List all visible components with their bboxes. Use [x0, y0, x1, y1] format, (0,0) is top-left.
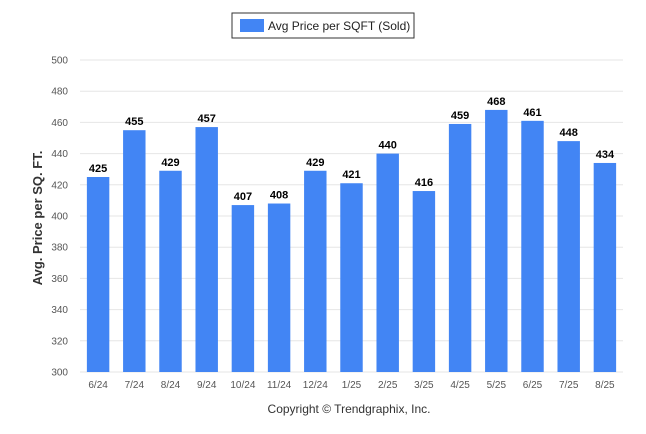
- x-tick-label: 8/25: [595, 380, 615, 391]
- x-tick-label: 9/24: [197, 380, 217, 391]
- bar-value-label: 407: [234, 191, 252, 203]
- bar: [123, 130, 146, 372]
- legend-swatch: [240, 19, 264, 32]
- bar: [231, 205, 255, 372]
- x-tick-label: 6/24: [88, 380, 108, 391]
- y-tick-label: 400: [51, 212, 68, 223]
- bar: [521, 120, 544, 372]
- x-tick-label: 2/25: [378, 380, 398, 391]
- y-tick-label: 440: [51, 149, 68, 160]
- bar: [195, 127, 218, 372]
- bar-value-label: 461: [523, 107, 541, 119]
- bar-value-label: 455: [125, 116, 143, 128]
- x-tick-label: 1/25: [342, 380, 362, 391]
- x-tick-label: 10/24: [230, 380, 255, 391]
- bar-value-label: 408: [270, 190, 288, 202]
- x-tick-label: 7/24: [125, 380, 145, 391]
- bar: [412, 191, 436, 372]
- bar-value-label: 429: [306, 157, 324, 169]
- bar-value-label: 468: [487, 96, 505, 108]
- bar: [159, 170, 182, 372]
- y-tick-label: 480: [51, 87, 68, 98]
- bar-value-label: 440: [379, 140, 397, 152]
- bar: [448, 123, 472, 373]
- y-tick-label: 320: [51, 336, 68, 347]
- data-labels: 425 455 429 457 407 408 429 421 440 416 459 468 461 4…: [89, 96, 615, 203]
- bar-value-label: 429: [161, 157, 179, 169]
- x-tick-label: 11/24: [267, 380, 292, 391]
- y-tick-label: 500: [51, 56, 68, 67]
- bars: [86, 109, 617, 373]
- bar: [304, 170, 327, 372]
- bar: [557, 141, 580, 372]
- y-axis-ticks: 300 320 340 360 380 400 420 440 460 480 500: [51, 56, 68, 379]
- bar: [376, 153, 399, 372]
- y-tick-label: 360: [51, 274, 68, 285]
- bar: [485, 109, 508, 373]
- bar: [267, 203, 291, 372]
- x-tick-label: 7/25: [559, 380, 579, 391]
- y-tick-label: 340: [51, 305, 68, 316]
- y-tick-label: 460: [51, 118, 68, 129]
- x-tick-label: 5/25: [487, 380, 507, 391]
- legend: Avg Price per SQFT (Sold): [231, 12, 415, 39]
- x-tick-label: 12/24: [303, 380, 328, 391]
- x-axis-ticks: 6/24 7/24 8/24 9/24 10/24 11/24 12/24 1/25 2/25 3…: [88, 380, 615, 391]
- copyright-text: Copyright © Trendgraphix, Inc.: [268, 402, 431, 416]
- bar: [340, 183, 363, 372]
- x-tick-label: 8/24: [161, 380, 181, 391]
- x-tick-label: 4/25: [450, 380, 470, 391]
- y-tick-label: 300: [51, 368, 68, 379]
- x-tick-label: 6/25: [523, 380, 543, 391]
- legend-label: Avg Price per SQFT (Sold): [268, 19, 410, 33]
- bar-value-label: 421: [342, 169, 360, 181]
- bar-value-label: 459: [451, 110, 469, 122]
- bar-value-label: 457: [198, 113, 216, 125]
- bar-value-label: 425: [89, 163, 107, 175]
- y-tick-label: 380: [51, 243, 68, 254]
- bar-value-label: 434: [596, 149, 615, 161]
- bar: [593, 162, 617, 372]
- bar: [86, 177, 110, 372]
- bar-value-label: 448: [560, 127, 578, 139]
- y-tick-label: 420: [51, 180, 68, 191]
- x-tick-label: 3/25: [414, 380, 434, 391]
- y-axis-title: Avg. Price per SQ. FT.: [30, 151, 45, 286]
- bar-value-label: 416: [415, 177, 433, 189]
